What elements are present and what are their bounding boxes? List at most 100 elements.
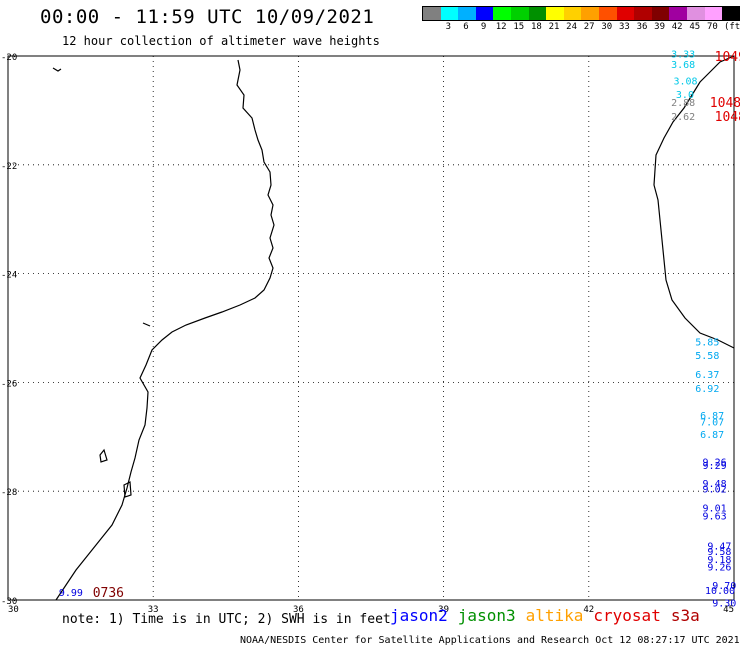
legend-tick-label: 39 — [654, 22, 666, 32]
wave-reading: 5.58 — [695, 351, 719, 362]
coastlines — [52, 55, 735, 601]
mozambique-coastline — [55, 59, 275, 601]
longitude-label: 36 — [293, 605, 304, 615]
island-2 — [142, 322, 151, 327]
longitude-label: 30 — [8, 605, 19, 615]
island-3 — [99, 448, 108, 463]
map-title: 00:00 - 11:59 UTC 10/09/2021 — [40, 6, 375, 28]
wave-reading: 9.01 — [703, 504, 727, 515]
pass-label: 0736 — [93, 586, 124, 601]
satellite-label: cryosat — [593, 606, 661, 625]
wave-reading: 2.62 — [671, 112, 695, 123]
wave-reading: 6.87 — [700, 411, 724, 422]
wave-reading: 10.00 — [705, 586, 735, 597]
satellite-label: jason3 — [457, 606, 516, 625]
wave-reading: 6.87 — [700, 430, 724, 441]
legend-swatch — [722, 7, 740, 20]
legend-swatch — [581, 7, 599, 20]
legend-tick-label: 9 — [480, 22, 487, 32]
pass-label: 1049 — [715, 50, 740, 65]
satellite-label: altika — [525, 606, 584, 625]
legend-swatch — [510, 7, 529, 20]
legend-swatch — [563, 7, 582, 20]
legend-swatch — [616, 7, 635, 20]
legend-swatch — [475, 7, 494, 20]
legend-swatch — [686, 7, 705, 20]
legend-tick-label: 21 — [548, 22, 560, 32]
legend-tick-label: 33 — [618, 22, 630, 32]
legend-tick-label: 70 — [706, 22, 718, 32]
wave-reading: 9.26 — [707, 562, 731, 573]
legend-swatch — [440, 7, 459, 20]
longitude-label: 39 — [438, 605, 449, 615]
longitude-labels: 30 33 36 39 42 45 — [8, 605, 734, 615]
legend-tick-label: 27 — [583, 22, 595, 32]
wave-reading: 3.0 — [676, 90, 694, 101]
longitude-label: 33 — [148, 605, 159, 615]
wave-reading: 6.92 — [695, 384, 719, 395]
legend-tick-label: 3 — [445, 22, 452, 32]
latitude-labels: -20 -22 -24 -26 -28 -30 — [1, 53, 17, 607]
latitude-label: -20 — [1, 53, 17, 63]
pass-labels: 1049 10481048 0736 — [93, 50, 740, 601]
legend-swatch — [493, 7, 511, 20]
legend-color-bar — [422, 6, 740, 21]
latitude-label: -22 — [1, 162, 17, 172]
footer-note: note: 1) Time is in UTC; 2) SWH is in fe… — [62, 612, 391, 627]
legend-swatch — [546, 7, 564, 20]
latitude-label: -24 — [1, 271, 17, 281]
legend-tick-label: 30 — [601, 22, 613, 32]
wave-reading: 9.58 — [707, 547, 731, 558]
legend-tick-label: 45 — [689, 22, 701, 32]
island-1 — [52, 67, 62, 72]
wave-reading: 7.07 — [700, 418, 724, 429]
wave-reading: 9.02 — [703, 484, 727, 495]
latitude-label: -30 — [1, 597, 17, 607]
latitude-label: -26 — [1, 379, 17, 389]
madagascar-coastline — [653, 55, 735, 349]
wave-reading: 9.29 — [703, 461, 727, 472]
footer-credit: NOAA/NESDIS Center for Satellite Applica… — [240, 635, 740, 646]
wave-readings: 3.333.68 3.08 3.02.88 2.62 5.85 5.58 6.37 6.92 6… — [59, 49, 736, 609]
satellite-legend: jason2 jason3 altika cryosat s3a — [390, 606, 710, 625]
legend-unit: (ft) — [723, 22, 740, 32]
pass-label: 1048 — [710, 96, 740, 111]
satellite-label: s3a — [670, 606, 700, 625]
wave-reading: 9.26 — [703, 457, 727, 468]
wave-reading: 6.37 — [695, 370, 719, 381]
legend-swatch — [634, 7, 652, 20]
legend-swatch — [651, 7, 670, 20]
longitude-label: 42 — [583, 605, 594, 615]
satellite-label: jason2 — [390, 606, 448, 625]
map-gridlines — [7, 55, 735, 601]
wave-reading: 9.47 — [707, 542, 731, 553]
longitude-label: 45 — [723, 605, 734, 615]
wave-reading: 5.85 — [695, 338, 719, 349]
legend-swatch — [704, 7, 723, 20]
latitude-label: -28 — [1, 488, 17, 498]
wave-reading: 9.63 — [703, 512, 727, 523]
legend-swatch — [598, 7, 617, 20]
legend-tick-label: 18 — [530, 22, 542, 32]
pass-label: 1048 — [715, 110, 740, 125]
wave-reading: 9.30 — [712, 599, 736, 610]
legend-tick-label: 6 — [463, 22, 469, 32]
wave-reading: 9.99 — [59, 588, 83, 599]
legend-swatch — [528, 7, 547, 20]
legend-swatch — [458, 7, 476, 20]
wave-reading: 9.70 — [712, 581, 736, 592]
wave-reading: 2.88 — [671, 98, 695, 109]
map-frame — [7, 55, 735, 601]
wave-reading: 3.68 — [671, 60, 695, 71]
wave-reading: 3.33 — [671, 49, 695, 60]
map-subtitle: 12 hour collection of altimeter wave hei… — [62, 34, 380, 48]
wave-reading: 9.48 — [703, 479, 727, 490]
legend-tick-label: 36 — [636, 22, 648, 32]
wave-reading: 9.18 — [707, 555, 731, 566]
legend-swatch — [669, 7, 687, 20]
legend-tick-label: 12 — [495, 22, 507, 32]
wave-reading: 3.08 — [674, 76, 698, 87]
